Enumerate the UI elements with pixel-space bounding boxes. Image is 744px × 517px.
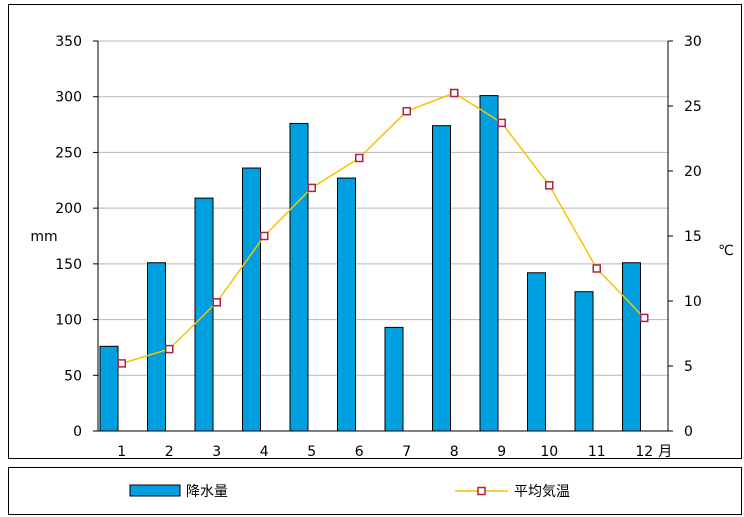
x-tick-label: 1 bbox=[117, 444, 126, 460]
y-right-tick-label: 20 bbox=[684, 164, 702, 180]
x-tick-label: 2 bbox=[165, 444, 174, 460]
x-tick-label: 9 bbox=[497, 444, 506, 460]
x-tick-label: 3 bbox=[212, 444, 221, 460]
legend-label-temperature: 平均気温 bbox=[514, 484, 570, 500]
x-tick-label: 8 bbox=[450, 444, 459, 460]
y-left-tick-label: 350 bbox=[55, 34, 82, 50]
x-tick-label: 5 bbox=[307, 444, 316, 460]
y-left-tick-label: 200 bbox=[55, 201, 82, 217]
x-tick-label: 10 bbox=[540, 444, 558, 460]
temperature-point bbox=[402, 106, 411, 116]
y-left-tick-label: 150 bbox=[55, 257, 82, 273]
precipitation-bar bbox=[337, 177, 356, 432]
temperature-point bbox=[307, 183, 316, 193]
y-left-label: mm bbox=[30, 229, 57, 245]
precipitation-bar bbox=[289, 122, 309, 432]
y-right-tick-label: 15 bbox=[684, 229, 702, 245]
legend-label-precipitation: 降水量 bbox=[186, 484, 228, 500]
temperature-point bbox=[212, 298, 221, 307]
y-left-tick-label: 100 bbox=[55, 313, 82, 329]
precipitation-bar bbox=[622, 262, 641, 432]
y-left-tick-label: 250 bbox=[55, 145, 82, 161]
x-tick-label: 7 bbox=[402, 444, 411, 460]
temperature-point bbox=[450, 88, 459, 98]
bars bbox=[99, 95, 641, 432]
y-right-tick-label: 30 bbox=[684, 34, 702, 50]
y-right-tick-label: 10 bbox=[684, 294, 702, 310]
y-right-tick-label: 25 bbox=[684, 99, 702, 115]
x-tick-label: 6 bbox=[355, 444, 364, 460]
grid bbox=[98, 40, 668, 376]
precipitation-bar bbox=[574, 291, 594, 432]
y-right-tick-label: 0 bbox=[684, 424, 693, 440]
y-right-label: ℃ bbox=[718, 243, 734, 259]
temperature-line bbox=[117, 88, 649, 368]
temperature-point bbox=[497, 118, 506, 128]
precipitation-bar bbox=[384, 326, 404, 432]
precipitation-bar bbox=[147, 262, 166, 432]
x-tick-label: 4 bbox=[260, 444, 269, 460]
temperature-point bbox=[592, 264, 601, 273]
y-left-tick-label: 300 bbox=[55, 90, 82, 106]
chart-frame bbox=[8, 4, 742, 459]
axes bbox=[93, 40, 673, 432]
y-right-tick-label: 5 bbox=[684, 359, 693, 375]
x-tick-label: 11 bbox=[588, 444, 606, 460]
temperature-point bbox=[355, 153, 364, 163]
temperature-point bbox=[260, 231, 269, 241]
temperature-point bbox=[117, 359, 126, 368]
temperature-point bbox=[165, 344, 174, 354]
legend-box bbox=[8, 467, 742, 515]
precipitation-bar bbox=[432, 125, 451, 432]
temperature-point bbox=[640, 313, 649, 323]
precipitation-bar bbox=[99, 345, 119, 432]
temperature-polyline bbox=[121, 92, 645, 365]
y-left-tick-label: 50 bbox=[64, 368, 82, 384]
x-tick-label: 12 bbox=[635, 444, 653, 460]
y-left-tick-label: 0 bbox=[73, 424, 82, 440]
x-unit-label: 月 bbox=[658, 444, 672, 460]
legend-marker-temperature bbox=[477, 486, 486, 496]
precipitation-bar bbox=[479, 95, 499, 432]
precipitation-bar bbox=[242, 167, 261, 432]
legend-swatch-precipitation bbox=[129, 484, 181, 497]
temperature-point bbox=[545, 181, 554, 190]
legend: 降水量 平均気温 bbox=[129, 484, 570, 500]
precipitation-bar bbox=[527, 272, 546, 432]
